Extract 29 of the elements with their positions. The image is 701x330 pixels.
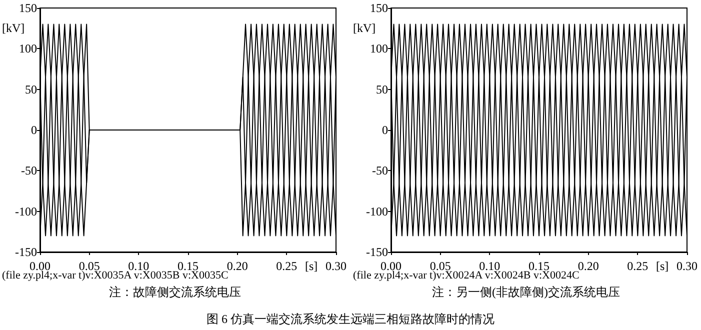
y-tick-label: 150 [19, 1, 37, 15]
y-tick-label: 50 [376, 82, 388, 96]
y-tick-label: 0 [31, 123, 37, 137]
y-tick-label: -100 [15, 204, 37, 218]
x-tick-label: 0.30 [326, 259, 346, 273]
y-axis-title: [kV] [353, 21, 376, 35]
y-tick-label: 150 [370, 1, 388, 15]
x-axis-title: [s] [304, 259, 318, 273]
caption: 图 6 仿真一端交流系统发生远端三相短路故障时的情况 [206, 311, 496, 328]
y-tick-label: -50 [372, 164, 388, 178]
text: (file zy.pl4;x-var t)v:X0024A v:X0024B v:X0024C [353, 270, 580, 282]
x-tick-label: 0.20 [226, 259, 248, 273]
x-tick-label: 0.20 [578, 259, 599, 273]
y-tick-label: -50 [21, 164, 37, 178]
y-tick-label: 50 [25, 82, 37, 96]
x-tick-label: 0.30 [676, 259, 698, 273]
y-axis-title: [kV] [2, 21, 25, 35]
y-tick-label: 100 [370, 42, 388, 56]
text: 注：另一侧(非故障侧)交流系统电压 [432, 285, 620, 299]
y-tick-label: -150 [15, 245, 37, 259]
x-axis-title: [s] [656, 259, 669, 273]
y-tick-label: 100 [19, 42, 37, 56]
text: 注：故障侧交流系统电压 [109, 285, 241, 299]
text: (file zy.pl4;x-var t)v:X0035A v:X0035B v:X0035C [2, 270, 228, 282]
y-tick-label: -150 [366, 245, 388, 259]
x-tick-label: 0.25 [627, 259, 648, 273]
y-tick-label: -100 [366, 204, 388, 218]
x-tick-label: 0.25 [276, 259, 298, 273]
y-tick-label: 0 [382, 123, 388, 137]
